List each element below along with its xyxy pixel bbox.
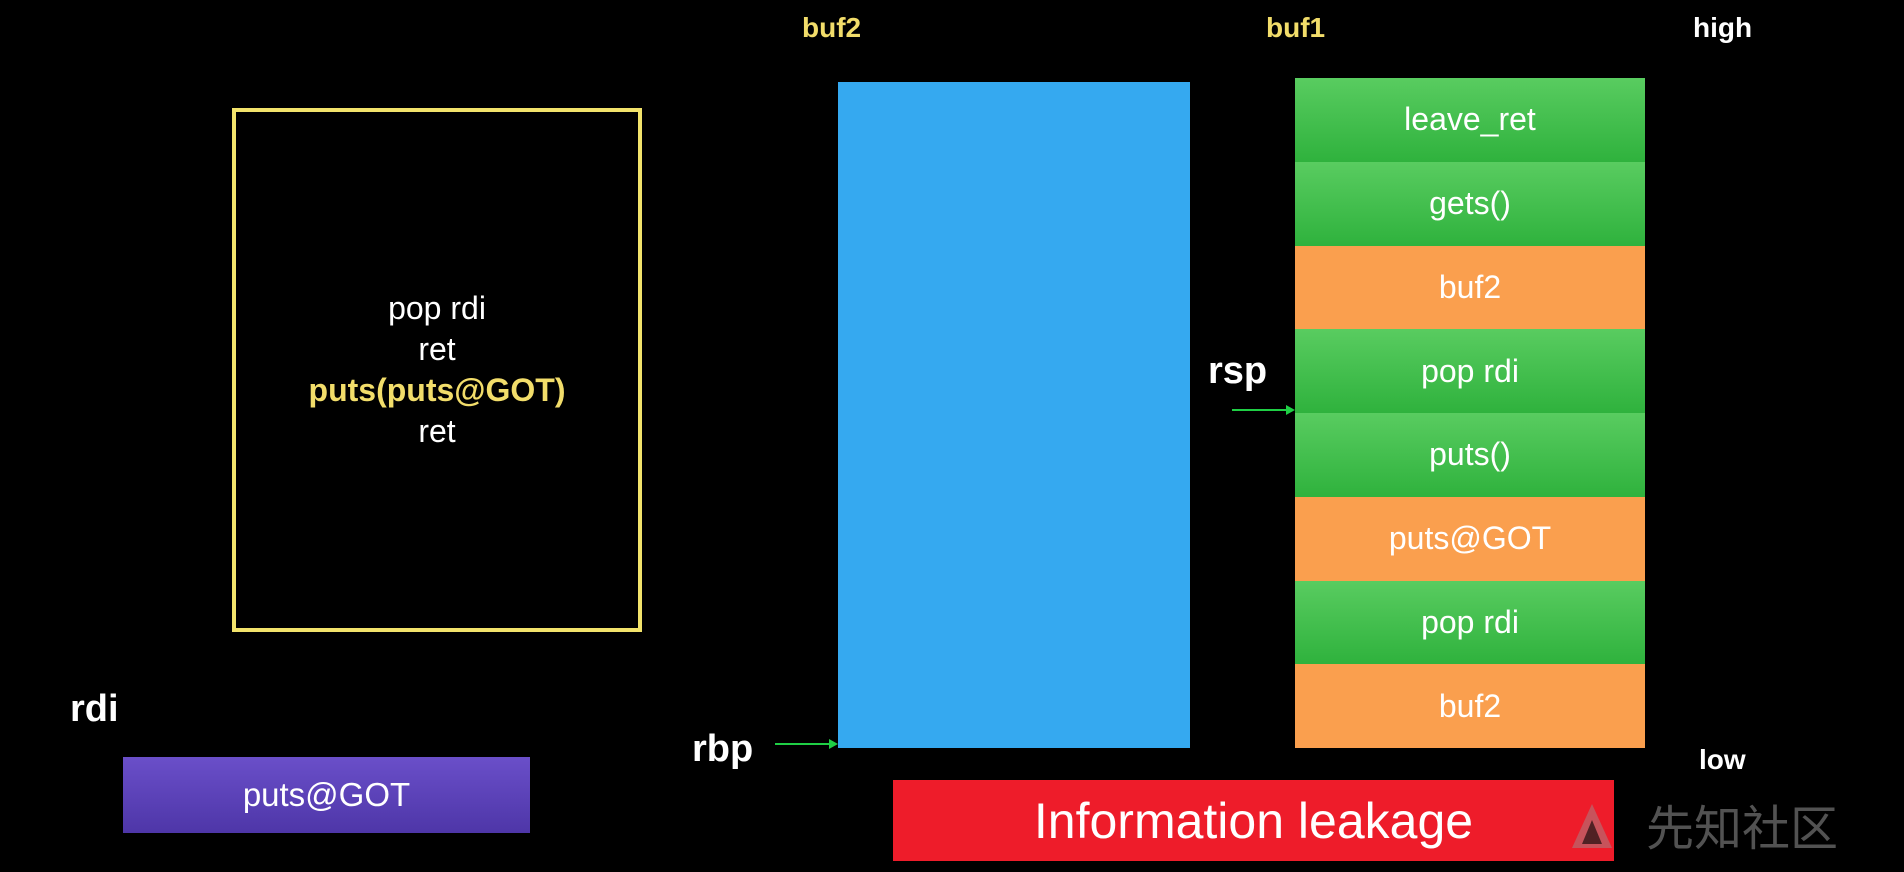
instruction-line-puts-call: puts(puts@GOT) [308,372,566,408]
instruction-list: pop rdi ret puts(puts@GOT) ret [232,288,642,452]
high-address-label: high [1693,12,1753,43]
rsp-arrow-icon [1286,405,1295,415]
rbp-register-label: rbp [692,728,754,770]
buf1-column-label: buf1 [1266,12,1326,43]
buf1-stack: leave_ret gets() buf2 pop rdi puts() put… [1295,78,1645,748]
instruction-line-pop-rdi: pop rdi [388,290,486,326]
rsp-arrow-shaft [1232,409,1286,411]
low-address-label: low [1699,744,1746,775]
rdi-register-value: puts@GOT [123,757,530,833]
stack-cell-puts-got: puts@GOT [1295,496,1645,581]
rbp-arrow-icon [829,739,838,749]
rdi-register-label: rdi [70,688,119,730]
watermark-logo-icon [1572,804,1612,848]
buf2-column-label: buf2 [802,12,862,43]
stack-cell-pop-rdi: pop rdi [1295,329,1645,413]
stack-cell-leave-ret: leave_ret [1295,78,1645,162]
stack-cell-buf2: buf2 [1295,245,1645,330]
instruction-box [232,108,642,632]
instruction-line-ret: ret [418,413,456,449]
stack-cell-pop-rdi: pop rdi [1295,580,1645,665]
stack-cell-puts: puts() [1295,413,1645,497]
instruction-line-ret: ret [418,331,456,367]
buf2-memory-block [838,82,1190,748]
stack-cell-gets: gets() [1295,161,1645,246]
stack-cell-buf2: buf2 [1295,664,1645,748]
watermark-text: 先知社区 [1646,801,1839,857]
information-leakage-banner: Information leakage [893,780,1614,861]
rbp-arrow-shaft [775,743,829,745]
rsp-register-label: rsp [1208,350,1268,392]
